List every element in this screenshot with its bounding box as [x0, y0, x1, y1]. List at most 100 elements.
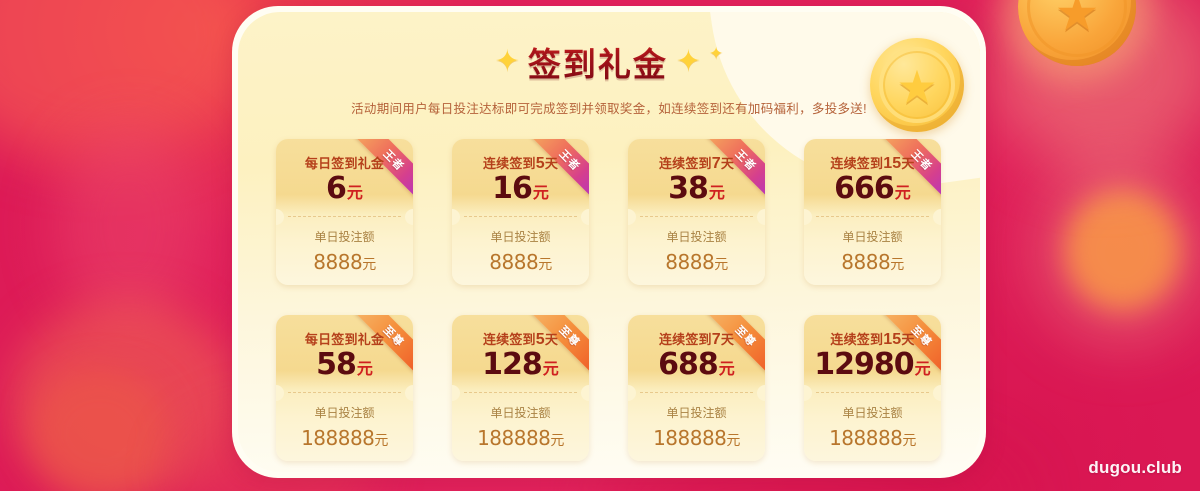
- title-row: ✦ 签到礼金 ✦ ✦: [238, 38, 980, 86]
- reward-amount-value: 128: [482, 346, 543, 382]
- reward-label-text: 连续签到: [830, 331, 884, 347]
- reward-label-text: 连续签到: [482, 331, 536, 347]
- ticket-notch-right: [405, 209, 413, 225]
- bet-requirement-label: 单日投注额: [490, 406, 551, 420]
- bet-requirement-value: 8888: [489, 250, 539, 274]
- bet-requirement-label: 单日投注额: [314, 406, 375, 420]
- ticket-divider: [288, 392, 401, 393]
- bet-requirement-unit: 元: [550, 433, 564, 449]
- bet-requirement-label: 单日投注额: [842, 230, 903, 244]
- bet-requirement-value-row: 188888元: [653, 426, 740, 450]
- reward-amount-unit: 元: [708, 182, 725, 202]
- reward-card-label: 连续签到5天: [483, 329, 558, 349]
- reward-card-bottom: 单日投注额 188888元: [804, 393, 941, 461]
- ticket-notch-left: [276, 209, 284, 225]
- reward-amount: 16元: [492, 173, 549, 204]
- reward-card-label: 连续签到15天: [830, 329, 914, 349]
- star-icon: ★: [896, 60, 938, 113]
- reward-amount-value: 666: [834, 170, 895, 206]
- reward-card[interactable]: 至尊 连续签到7天 688元 单日投注额 188888元: [628, 315, 765, 461]
- reward-label-suffix: 天: [544, 331, 559, 347]
- reward-label-text: 连续签到: [658, 155, 712, 171]
- reward-card-grid: 王者 每日签到礼金 6元 单日投注额 8888元 王者 连续签到5天 16元 单日投注额 8888…: [276, 139, 942, 461]
- reward-card-top: 每日签到礼金 58元: [276, 315, 413, 393]
- reward-card-label: 连续签到7天: [659, 153, 734, 173]
- ticket-notch-right: [405, 385, 413, 401]
- reward-amount-value: 12980: [814, 346, 914, 382]
- promo-panel-inner: ★ ✦ 签到礼金 ✦ ✦ 活动期间用户每日投注达标即可完成签到并领取奖金，如连续…: [238, 12, 980, 472]
- sparkle-icon: ✦: [709, 43, 724, 63]
- reward-card-label: 连续签到15天: [830, 153, 914, 173]
- reward-card-label: 连续签到7天: [659, 329, 734, 349]
- ticket-notch-left: [628, 209, 636, 225]
- bet-requirement-value: 8888: [665, 250, 715, 274]
- reward-label-text: 连续签到: [482, 155, 536, 171]
- bet-requirement-value-row: 8888元: [841, 250, 904, 274]
- bet-requirement-value: 188888: [829, 426, 903, 450]
- bet-requirement-value-row: 8888元: [665, 250, 728, 274]
- panel-header: ✦ 签到礼金 ✦ ✦ 活动期间用户每日投注达标即可完成签到并领取奖金，如连续签到…: [238, 12, 980, 117]
- reward-card-top: 连续签到15天 12980元: [804, 315, 941, 393]
- reward-label-suffix: 天: [544, 155, 559, 171]
- reward-label-days: 5: [535, 154, 545, 172]
- site-watermark: dugou.club: [1088, 458, 1182, 477]
- reward-amount: 12980元: [814, 346, 931, 382]
- reward-card-bottom: 单日投注额 188888元: [628, 393, 765, 461]
- reward-card[interactable]: 王者 每日签到礼金 6元 单日投注额 8888元: [276, 139, 413, 285]
- reward-card-top: 每日签到礼金 6元: [276, 139, 413, 217]
- reward-card-label: 每日签到礼金: [305, 153, 384, 173]
- bet-requirement-label: 单日投注额: [314, 230, 375, 244]
- bet-requirement-value: 188888: [301, 426, 375, 450]
- reward-amount: 666元: [834, 170, 911, 206]
- reward-amount: 38元: [668, 170, 725, 206]
- reward-amount-value: 58: [316, 346, 357, 382]
- bet-requirement-unit: 元: [362, 257, 376, 273]
- reward-card[interactable]: 至尊 连续签到5天 128元 单日投注额 188888元: [452, 315, 589, 461]
- reward-label-days: 7: [711, 330, 721, 348]
- ticket-divider: [816, 392, 929, 393]
- bet-requirement-value: 8888: [841, 250, 891, 274]
- reward-card[interactable]: 至尊 每日签到礼金 58元 单日投注额 188888元: [276, 315, 413, 461]
- blurred-coin-decoration: [1065, 190, 1180, 310]
- reward-card-bottom: 单日投注额 8888元: [276, 217, 413, 285]
- ticket-notch-right: [581, 385, 589, 401]
- bet-requirement-label: 单日投注额: [666, 406, 727, 420]
- reward-label-days: 15: [883, 330, 902, 348]
- reward-label-suffix: 天: [720, 155, 735, 171]
- reward-card-label: 每日签到礼金: [305, 329, 384, 349]
- reward-card-bottom: 单日投注额 188888元: [452, 393, 589, 461]
- bet-requirement-label: 单日投注额: [490, 230, 551, 244]
- ticket-notch-left: [452, 209, 460, 225]
- reward-amount-unit: 元: [532, 182, 549, 202]
- reward-amount-unit: 元: [894, 182, 911, 202]
- reward-card[interactable]: 王者 连续签到7天 38元 单日投注额 8888元: [628, 139, 765, 285]
- ticket-notch-right: [933, 385, 941, 401]
- reward-amount: 6元: [326, 173, 363, 204]
- reward-card[interactable]: 至尊 连续签到15天 12980元 单日投注额 188888元: [804, 315, 941, 461]
- reward-card[interactable]: 王者 连续签到15天 666元 单日投注额 8888元: [804, 139, 941, 285]
- reward-amount-unit: 元: [914, 358, 931, 378]
- reward-amount-unit: 元: [346, 182, 363, 202]
- reward-label-days: 15: [883, 154, 902, 172]
- star-icon: ★: [1054, 0, 1100, 41]
- bet-requirement-label: 单日投注额: [666, 230, 727, 244]
- bet-requirement-value: 8888: [313, 250, 363, 274]
- bet-requirement-value-row: 188888元: [477, 426, 564, 450]
- promo-panel: ★ ✦ 签到礼金 ✦ ✦ 活动期间用户每日投注达标即可完成签到并领取奖金，如连续…: [232, 6, 986, 478]
- page-title: 签到礼金: [528, 38, 668, 86]
- ticket-notch-left: [804, 385, 812, 401]
- reward-amount-value: 38: [668, 170, 709, 206]
- reward-amount-unit: 元: [718, 358, 735, 378]
- reward-card-top: 连续签到15天 666元: [804, 139, 941, 217]
- reward-card-bottom: 单日投注额 188888元: [276, 393, 413, 461]
- reward-amount-unit: 元: [356, 358, 373, 378]
- bet-requirement-unit: 元: [890, 257, 904, 273]
- ticket-notch-left: [804, 209, 812, 225]
- reward-label-days: 7: [711, 154, 721, 172]
- bet-requirement-label: 单日投注额: [842, 406, 903, 420]
- ticket-notch-left: [276, 385, 284, 401]
- reward-card-top: 连续签到5天 16元: [452, 139, 589, 217]
- ticket-notch-right: [933, 209, 941, 225]
- bet-requirement-value-row: 188888元: [301, 426, 388, 450]
- reward-card[interactable]: 王者 连续签到5天 16元 单日投注额 8888元: [452, 139, 589, 285]
